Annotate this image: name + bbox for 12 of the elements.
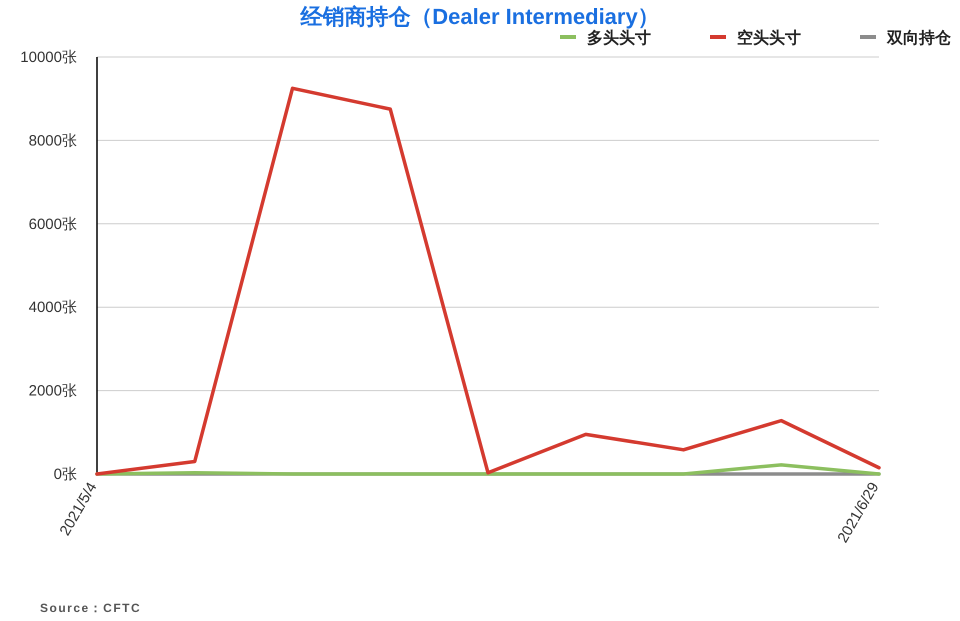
y-tick-label: 2000张	[28, 382, 77, 400]
y-tick-label: 6000张	[28, 216, 77, 233]
line-series	[95, 86, 881, 476]
source-note: Source：CFTC	[40, 601, 142, 615]
y-tick-label: 4000张	[28, 299, 77, 316]
legend-label: 多头头寸	[587, 29, 651, 47]
y-tick-label: 8000张	[28, 132, 77, 150]
legend-label: 空头头寸	[737, 29, 801, 47]
y-tick-label: 0张	[54, 466, 77, 483]
chart-title: 经销商持仓（Dealer Intermediary）	[299, 4, 660, 29]
y-tick-label: 10000张	[20, 49, 77, 66]
legend-label: 双向持仓	[886, 29, 952, 47]
